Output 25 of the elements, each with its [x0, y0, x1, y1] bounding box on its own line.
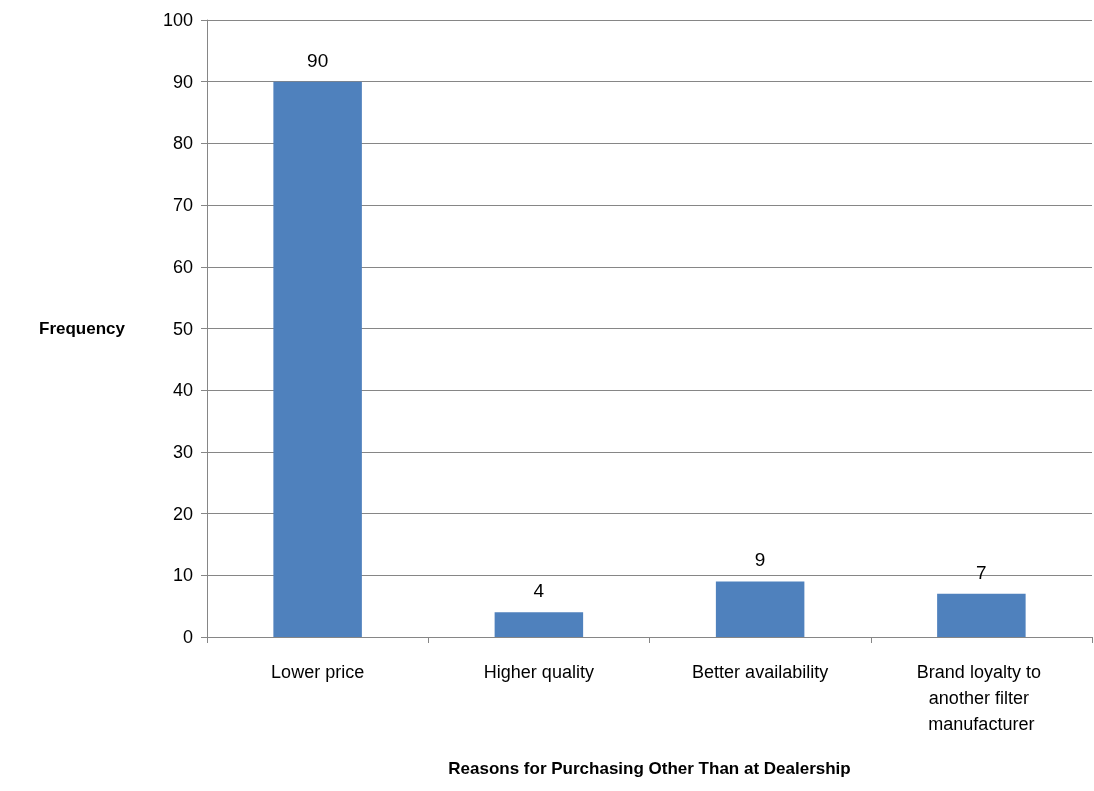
- data-label: 90: [307, 49, 329, 71]
- y-tick-label: 90: [172, 71, 193, 92]
- data-label: 9: [754, 549, 766, 571]
- bar: [494, 612, 584, 637]
- y-tick-label: 30: [172, 441, 193, 462]
- bar: [937, 593, 1026, 637]
- bar: [273, 81, 362, 637]
- y-axis-title: Frequency: [39, 319, 126, 338]
- x-tick-label: Better availability: [692, 662, 829, 682]
- y-tick-label: 50: [172, 318, 193, 339]
- x-tick-label: Lower price: [271, 662, 365, 682]
- y-tick-label: 100: [162, 10, 193, 30]
- data-label: 4: [533, 580, 545, 602]
- data-label: 7: [976, 561, 987, 583]
- y-tick-label: 70: [172, 195, 193, 216]
- x-tick-label: Higher quality: [483, 662, 594, 682]
- y-tick-label: 10: [172, 565, 193, 586]
- y-tick-label: 20: [172, 503, 193, 524]
- x-tick-label: Brand loyalty to another filter manufacturer: [916, 662, 1046, 734]
- bar: [715, 581, 805, 637]
- y-tick-label: 0: [182, 627, 193, 647]
- y-tick-label: 80: [172, 133, 193, 154]
- y-tick-label: 40: [172, 380, 193, 401]
- x-axis-title: Reasons for Purchasing Other Than at Dealership: [448, 759, 851, 778]
- y-tick-label: 60: [172, 256, 193, 277]
